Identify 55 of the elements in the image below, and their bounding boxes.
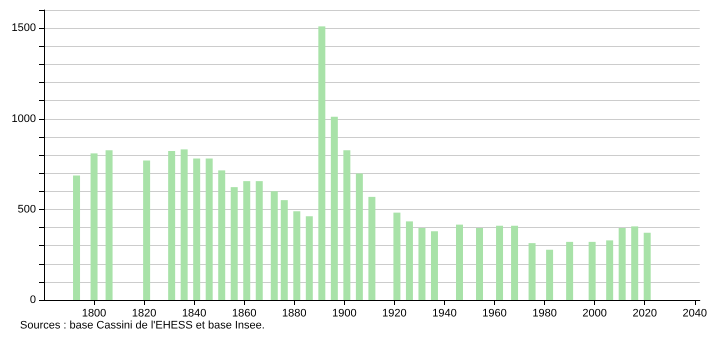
x-tick-label: 1820 [132,308,156,320]
bar [90,153,98,300]
bar [106,150,113,300]
bar [546,250,554,300]
bar [206,158,213,300]
x-tick-label: 1800 [82,308,106,320]
bar [456,224,463,300]
bar [356,173,363,300]
bar [330,116,338,300]
x-tick-label: 2000 [582,308,607,320]
x-tick-label: 1920 [382,308,407,320]
y-tick-label: 500 [18,203,36,216]
bar [180,149,188,300]
source-note: Sources : base Cassini de l'EHESS et base Insee. [20,320,265,332]
bar [496,226,504,300]
bar [606,240,614,300]
bar [393,212,400,300]
bar [218,170,226,300]
x-tick-label: 1980 [532,308,557,320]
x-tick-label: 1900 [332,308,357,320]
bar [270,191,278,300]
bar [430,231,438,300]
x-tick-label: 1860 [232,308,256,320]
x-tick-label: 1840 [182,308,206,320]
bar [168,151,176,300]
y-tick-label: 0 [30,294,36,306]
bar [306,216,313,300]
bar [406,221,413,300]
bar [511,226,518,300]
x-tick-label: 2020 [632,308,657,320]
x-tick-label: 1880 [282,308,307,320]
bar [343,150,350,300]
y-tick-label: 1500 [12,22,36,34]
x-tick-label: 2040 [682,308,708,320]
bar [528,243,536,300]
bar [566,242,574,300]
x-tick-label: 1940 [432,308,457,320]
bar [631,226,638,300]
y-tick-label: 1000 [12,112,36,125]
bar [644,232,651,300]
bar [73,175,80,300]
bar [243,181,250,300]
bar [280,200,288,300]
bar [476,228,484,300]
bar [368,196,376,300]
bar [588,242,596,300]
bar [143,160,150,300]
bar [293,211,300,300]
bar [618,228,626,300]
bar [318,26,326,300]
bar [230,187,238,300]
x-tick-label: 1960 [482,308,507,320]
bar [256,181,263,300]
bar [418,228,426,300]
bar [193,158,200,300]
